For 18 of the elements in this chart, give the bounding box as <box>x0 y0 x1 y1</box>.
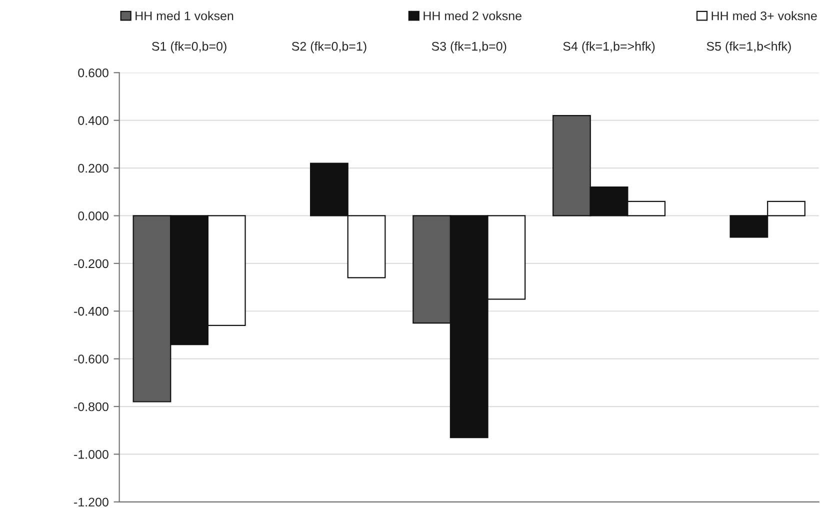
y-tick-label: -1.000 <box>74 450 108 459</box>
y-tick-label: -0.600 <box>74 354 108 364</box>
y-tick-label: -0.800 <box>74 402 108 412</box>
x-tick-label: S1 (fk=0,b=0) <box>152 42 226 54</box>
x-tick-label: S3 (fk=1,b=0) <box>432 42 506 54</box>
legend-label: HH med 3+ voksne <box>712 11 817 20</box>
y-tick-label: 0.000 <box>78 212 108 220</box>
x-tick-label: S4 (fk=1,b=>hfk) <box>563 42 655 54</box>
y-tick-label: 0.600 <box>78 68 108 78</box>
y-tick-label: -0.400 <box>74 306 108 316</box>
y-tick-label: 0.400 <box>78 116 108 125</box>
legend-label: HH med 2 voksne <box>424 11 522 20</box>
y-tick-label: -1.200 <box>74 498 108 507</box>
x-tick-label: S5 (fk=1,b<hfk) <box>706 42 791 54</box>
y-tick-label: -0.200 <box>74 259 108 268</box>
legend-label: HH med 1 voksen <box>136 11 234 20</box>
x-tick-label: S2 (fk=0,b=1) <box>292 42 366 54</box>
y-tick-label: 0.200 <box>78 164 108 173</box>
